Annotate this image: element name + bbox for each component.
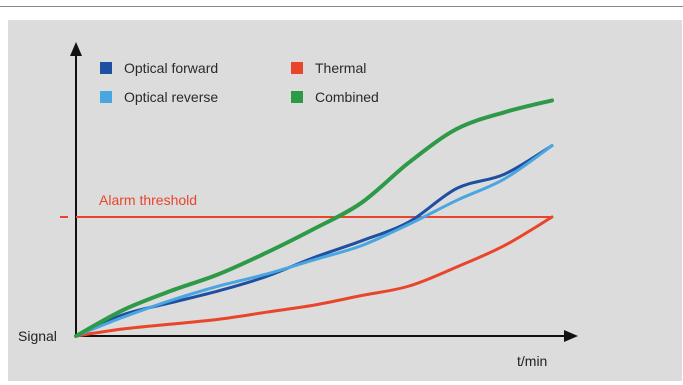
legend-label-combined: Combined [315,89,379,105]
legend-label-optical-reverse: Optical reverse [124,89,218,105]
chart-panel [8,20,682,381]
series-line-combined [74,98,554,338]
legend: Optical forward Optical reverse Thermal Com… [100,60,379,105]
series-line-optical-reverse [74,144,554,338]
legend-swatch-combined [291,91,303,103]
legend-swatch-thermal [291,62,303,74]
top-rule [0,6,683,7]
y-axis-label: Signal [18,328,57,344]
series-line-thermal [74,215,554,338]
legend-label-optical-forward: Optical forward [124,60,218,76]
series-group [74,98,554,338]
x-axis-label: t/min [517,353,547,369]
threshold-label: Alarm threshold [99,192,197,208]
legend-swatch-optical-reverse [100,91,112,103]
legend-label-thermal: Thermal [315,60,366,76]
y-axis-arrow [70,42,82,56]
legend-swatch-optical-forward [100,62,112,74]
x-axis-arrow [564,330,578,342]
